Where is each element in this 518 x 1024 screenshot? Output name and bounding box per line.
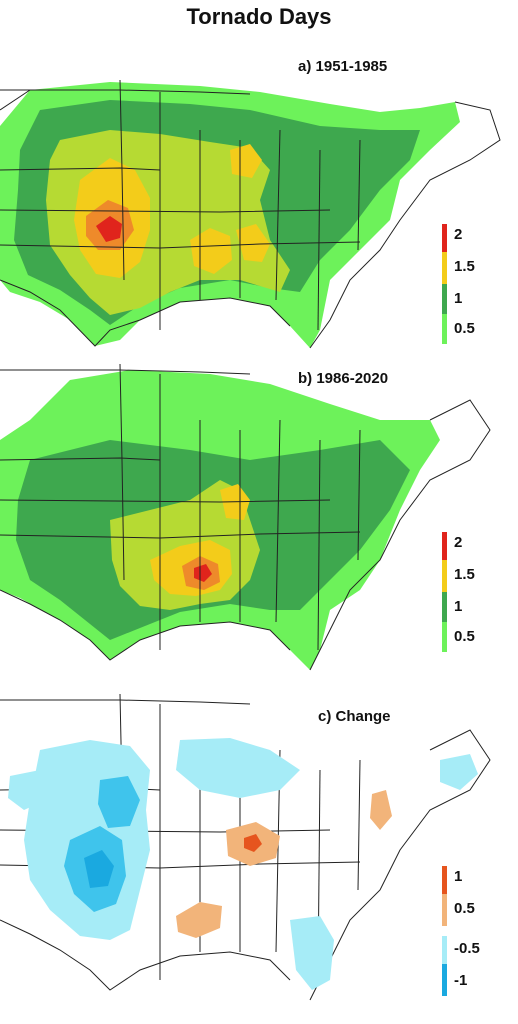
legend-b-label-1: 2	[454, 534, 463, 551]
legend-b-bar-1	[442, 532, 447, 560]
panel-a: a) 1951-1985 2 1.5 1 0.5	[0, 30, 518, 360]
legend-c-bar-2	[442, 894, 447, 926]
region-gt2-red	[194, 564, 212, 582]
region-neg-light-c	[290, 916, 334, 990]
legend-b-label-2: 1.5	[454, 566, 475, 583]
region-neg-light-d	[440, 754, 478, 790]
legend-b-label-3: 1	[454, 598, 463, 615]
panel-c-label: c) Change	[318, 708, 391, 725]
legend-b-bar-3	[442, 592, 447, 622]
legend-c-label-1: 1	[454, 868, 463, 885]
region-pos-light-b	[176, 902, 222, 938]
region-neg-mid-b	[98, 776, 140, 828]
legend-a-label-2: 1.5	[454, 258, 475, 275]
region-15-2d	[230, 144, 262, 178]
map-b	[0, 363, 491, 671]
legend-b-bar-2	[442, 560, 447, 592]
legend-c: 1 0.5 -0.5 -1	[436, 862, 506, 1012]
region-pos-light-c	[370, 790, 392, 830]
map-a	[0, 79, 501, 349]
region-pos-mid	[244, 834, 262, 852]
legend-c-label-3: -0.5	[454, 940, 480, 957]
legend-a-bar-3	[442, 284, 447, 314]
legend-a-label-3: 1	[454, 290, 463, 307]
region-gt2-red	[96, 216, 122, 242]
legend-a: 2 1.5 1 0.5	[436, 220, 506, 344]
map-c	[0, 693, 491, 1001]
legend-b-label-4: 0.5	[454, 628, 475, 645]
panel-a-label: a) 1951-1985	[298, 58, 388, 75]
region-neg-dark	[84, 850, 114, 888]
legend-b: 2 1.5 1 0.5	[436, 528, 506, 652]
legend-c-label-4: -1	[454, 972, 468, 989]
figure-title: Tornado Days	[186, 4, 332, 29]
legend-b-bar-4	[442, 622, 447, 652]
region-15-2c	[236, 224, 270, 262]
panel-b: b) 1986-2020 2 1.5 1 0.5	[0, 360, 518, 690]
legend-c-bar-3	[442, 936, 447, 964]
legend-a-label-1: 2	[454, 226, 463, 243]
panel-c: c) Change 1 0.5 -0.5 -1	[0, 690, 518, 1020]
region-neg-light-b	[176, 738, 300, 798]
legend-c-label-2: 0.5	[454, 900, 475, 917]
panel-b-label: b) 1986-2020	[298, 370, 389, 387]
legend-a-bar-2	[442, 252, 447, 284]
legend-c-bar-1	[442, 866, 447, 894]
legend-c-bar-4	[442, 964, 447, 996]
legend-a-label-4: 0.5	[454, 320, 475, 337]
legend-a-bar-1	[442, 224, 447, 252]
state-boundaries-b	[0, 363, 491, 671]
region-neg-light-e	[8, 770, 46, 810]
legend-a-bar-4	[442, 314, 447, 344]
state-boundaries-a	[0, 79, 501, 349]
